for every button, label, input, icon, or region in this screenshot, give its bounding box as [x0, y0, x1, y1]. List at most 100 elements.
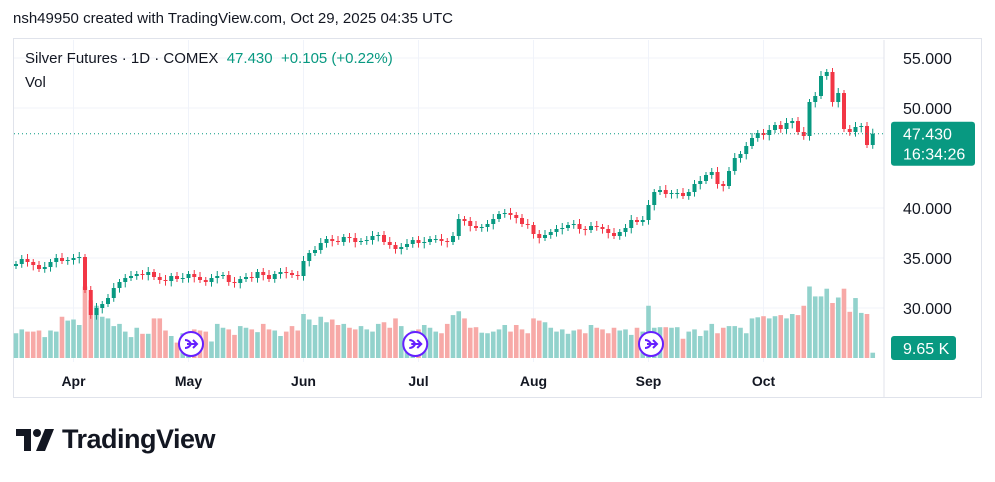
candle-body	[566, 225, 570, 228]
volume-bar	[870, 352, 876, 358]
volume-bar	[99, 316, 105, 358]
volume-bar	[19, 329, 25, 358]
volume-bar	[456, 311, 462, 358]
volume-legend: Vol	[25, 74, 46, 91]
candle-body	[600, 227, 605, 229]
volume-bar	[306, 319, 312, 358]
volume-bar	[853, 298, 858, 358]
candle-body	[761, 133, 766, 135]
volume-bar	[582, 333, 588, 358]
candle-body	[640, 220, 645, 222]
volume-bar	[680, 338, 686, 358]
volume-bar	[266, 329, 272, 358]
volume-bar	[732, 326, 738, 358]
volume-bar	[13, 333, 19, 358]
candle-body	[215, 276, 220, 278]
candle-body	[295, 275, 300, 276]
candle-body	[721, 184, 726, 186]
candle-body	[439, 239, 444, 241]
candle-body	[606, 229, 611, 233]
volume-bar	[59, 316, 65, 358]
candle-body	[686, 192, 691, 196]
candle-body	[681, 193, 685, 196]
candle-body	[474, 226, 478, 228]
volume-bar	[387, 327, 393, 358]
candle-body	[658, 190, 662, 192]
candle-body	[134, 274, 139, 276]
candle-body	[755, 133, 760, 138]
volume-bar	[784, 318, 789, 358]
candle-body	[663, 190, 668, 194]
candle-body	[209, 278, 214, 282]
candle-body	[405, 244, 409, 247]
candle-body	[94, 308, 99, 315]
volume-bar	[462, 318, 467, 358]
volume-bar	[766, 318, 772, 358]
volume-bar	[370, 331, 375, 358]
volume-bar	[571, 330, 577, 358]
candle-body	[514, 215, 519, 218]
candle-body	[577, 224, 582, 229]
volume-bar	[513, 325, 519, 358]
candle-body	[456, 219, 461, 236]
candle-body	[508, 213, 513, 215]
last-price-value: 47.430	[903, 127, 952, 144]
volume-bar	[847, 311, 853, 358]
volume-bar	[352, 329, 358, 358]
candle-body	[462, 219, 467, 221]
candle-body	[692, 184, 697, 192]
candle-body	[301, 261, 306, 276]
candle-body	[180, 278, 185, 279]
tradingview-logo: TradingView	[16, 424, 216, 455]
candle-body	[445, 241, 450, 242]
volume-bar	[157, 318, 163, 358]
volume-bar	[772, 316, 778, 358]
volume-bar	[272, 330, 278, 358]
volume-bar	[812, 296, 818, 358]
volume-bar	[295, 330, 301, 358]
candle-body	[554, 229, 559, 232]
candle-body	[192, 274, 197, 277]
candle-body	[111, 288, 116, 298]
candle-body	[324, 239, 329, 243]
volume-bar	[278, 336, 283, 358]
volume-bar	[686, 331, 692, 358]
volume-bar	[663, 327, 669, 358]
volume-bar	[778, 315, 784, 358]
volume-bar	[163, 330, 168, 358]
volume-bar	[214, 323, 220, 358]
candle-body	[198, 277, 202, 280]
volume-bar	[335, 325, 341, 358]
candle-body	[129, 276, 133, 278]
candle-body	[318, 243, 323, 250]
volume-bar	[467, 327, 473, 358]
candle-body	[106, 298, 110, 304]
candle-body	[784, 123, 789, 129]
candle-body	[698, 181, 703, 184]
volume-bar	[249, 329, 255, 358]
volume-bar	[151, 318, 157, 358]
candle-body	[790, 121, 795, 123]
volume-bar	[312, 325, 318, 358]
price-change: +0.105 (+0.22%)	[280, 50, 393, 67]
volume-bar	[496, 329, 502, 358]
volume-value: 9.65 K	[903, 341, 950, 358]
volume-bar	[669, 327, 674, 358]
volume-bar	[473, 327, 479, 358]
volume-bar	[755, 317, 761, 358]
candle-body	[813, 96, 818, 102]
candle-body	[853, 127, 858, 132]
candle-body	[767, 130, 772, 135]
volume-bar	[634, 327, 640, 358]
volume-bar	[864, 314, 870, 358]
candle-body	[410, 240, 415, 244]
candle-body	[169, 276, 174, 281]
volume-bar	[807, 286, 812, 358]
candle-body	[77, 257, 82, 258]
candle-body	[221, 275, 225, 276]
candle-body	[824, 72, 829, 76]
x-tick-label: Jul	[408, 373, 428, 389]
candle-body	[635, 220, 639, 222]
volume-badge	[891, 336, 956, 360]
